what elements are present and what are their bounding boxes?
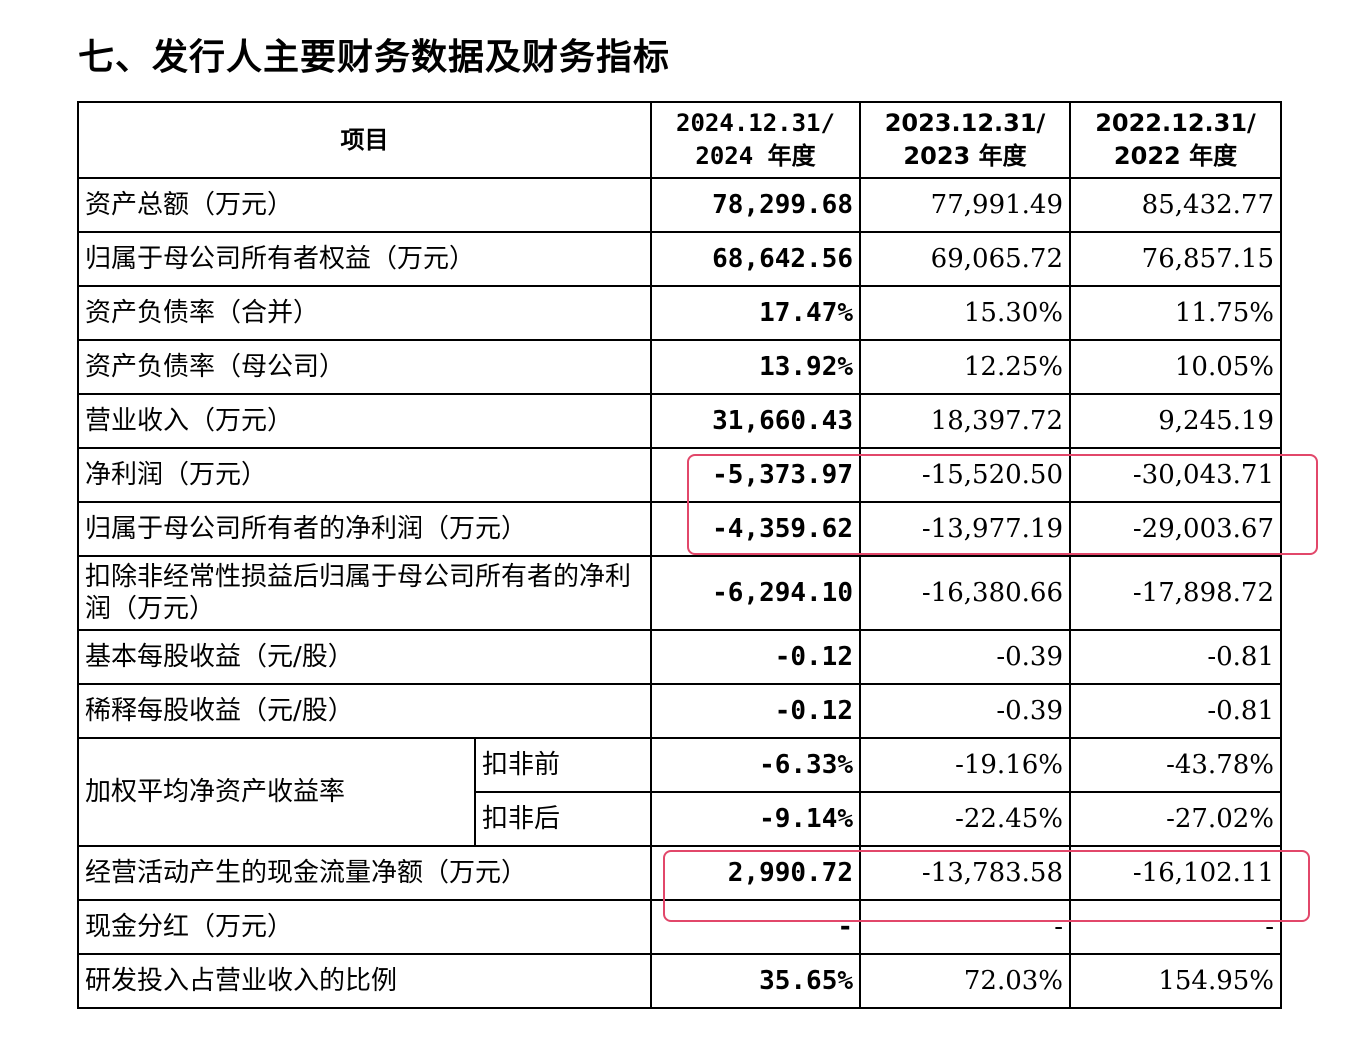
table-header-row: 项目 2024.12.31/ 2024 年度 2023.12.31/ 2023 … [77, 101, 1282, 179]
table-row: 归属于母公司所有者的净利润（万元） -4,359.62 -13,977.19 -… [77, 501, 1282, 557]
value-2022: 154.95% [1069, 953, 1282, 1009]
value-2024: 78,299.68 [650, 177, 861, 233]
value-2022: -43.78% [1069, 737, 1282, 793]
value-2024: -6.33% [650, 737, 861, 793]
roe-label: 加权平均净资产收益率 [77, 737, 476, 847]
table-row: 经营活动产生的现金流量净额（万元） 2,990.72 -13,783.58 -1… [77, 845, 1282, 901]
table-row: 资产总额（万元） 78,299.68 77,991.49 85,432.77 [77, 177, 1282, 233]
value-2022: 11.75% [1069, 285, 1282, 341]
row-label: 稀释每股收益（元/股） [77, 683, 652, 739]
value-2024: -0.12 [650, 683, 861, 739]
value-2023: -0.39 [859, 629, 1071, 685]
value-2024: 13.92% [650, 339, 861, 395]
value-2023: -0.39 [859, 683, 1071, 739]
table-row: 营业收入（万元） 31,660.43 18,397.72 9,245.19 [77, 393, 1282, 449]
table-row: 扣除非经常性损益后归属于母公司所有者的净利润（万元） -6,294.10 -16… [77, 555, 1282, 631]
row-label: 营业收入（万元） [77, 393, 652, 449]
value-2023: -15,520.50 [859, 447, 1071, 503]
value-2023: 12.25% [859, 339, 1071, 395]
header-2024-line1: 2024.12.31/ [676, 109, 835, 137]
row-label: 资产负债率（合并） [77, 285, 652, 341]
row-label: 归属于母公司所有者权益（万元） [77, 231, 652, 287]
value-2024: 35.65% [650, 953, 861, 1009]
value-2022: -30,043.71 [1069, 447, 1282, 503]
table-row-roe-after: 扣非后 -9.14% -22.45% -27.02% [78, 791, 1282, 847]
value-2022: 85,432.77 [1069, 177, 1282, 233]
header-2023: 2023.12.31/ 2023 年度 [859, 101, 1071, 179]
value-2024: 17.47% [650, 285, 861, 341]
row-label: 经营活动产生的现金流量净额（万元） [77, 845, 652, 901]
value-2022: 9,245.19 [1069, 393, 1282, 449]
row-label: 资产总额（万元） [77, 177, 652, 233]
value-2024: -6,294.10 [650, 555, 861, 631]
value-2024: -5,373.97 [650, 447, 861, 503]
financial-table: 项目 2024.12.31/ 2024 年度 2023.12.31/ 2023 … [77, 101, 1282, 1009]
value-2022: -0.81 [1069, 629, 1282, 685]
table-row: 资产负债率（合并） 17.47% 15.30% 11.75% [77, 285, 1282, 341]
value-2022: -27.02% [1069, 791, 1282, 847]
value-2022: -29,003.67 [1069, 501, 1282, 557]
value-2024: -4,359.62 [650, 501, 861, 557]
value-2022: 76,857.15 [1069, 231, 1282, 287]
value-2023: 72.03% [859, 953, 1071, 1009]
row-label: 资产负债率（母公司） [77, 339, 652, 395]
roe-sub-before: 扣非前 [474, 737, 652, 793]
row-label: 研发投入占营业收入的比例 [77, 953, 652, 1009]
value-2024: -0.12 [650, 629, 861, 685]
table-row: 基本每股收益（元/股） -0.12 -0.39 -0.81 [77, 629, 1282, 685]
value-2023: - [859, 899, 1071, 955]
value-2024: - [650, 899, 861, 955]
table-row-roe-before: 加权平均净资产收益率 扣非前 -6.33% -19.16% -43.78% [77, 737, 1282, 847]
value-2023: 15.30% [859, 285, 1071, 341]
value-2022: 10.05% [1069, 339, 1282, 395]
table-row: 资产负债率（母公司） 13.92% 12.25% 10.05% [77, 339, 1282, 395]
row-label: 扣除非经常性损益后归属于母公司所有者的净利润（万元） [77, 555, 652, 631]
value-2023: -16,380.66 [859, 555, 1071, 631]
table-row: 研发投入占营业收入的比例 35.65% 72.03% 154.95% [77, 953, 1282, 1009]
value-2023: -22.45% [859, 791, 1071, 847]
header-2022: 2022.12.31/ 2022 年度 [1069, 101, 1282, 179]
value-2024: 68,642.56 [650, 231, 861, 287]
header-2024-line2: 2024 年度 [695, 142, 816, 170]
value-2023: -19.16% [859, 737, 1071, 793]
table-row: 稀释每股收益（元/股） -0.12 -0.39 -0.81 [77, 683, 1282, 739]
value-2022: -17,898.72 [1069, 555, 1282, 631]
value-2023: -13,783.58 [859, 845, 1071, 901]
header-2022-line1: 2022.12.31/ [1095, 109, 1256, 137]
row-label: 基本每股收益（元/股） [77, 629, 652, 685]
value-2023: -13,977.19 [859, 501, 1071, 557]
table-row: 现金分红（万元） - - - [77, 899, 1282, 955]
value-2022: - [1069, 899, 1282, 955]
value-2023: 69,065.72 [859, 231, 1071, 287]
header-2023-line1: 2023.12.31/ [884, 109, 1046, 137]
value-2023: 18,397.72 [859, 393, 1071, 449]
header-item: 项目 [77, 101, 652, 179]
section-heading: 七、发行人主要财务数据及财务指标 [78, 37, 671, 78]
roe-sub-after: 扣非后 [474, 791, 652, 847]
row-label: 现金分红（万元） [77, 899, 652, 955]
value-2024: 2,990.72 [650, 845, 861, 901]
table-row: 归属于母公司所有者权益（万元） 68,642.56 69,065.72 76,8… [77, 231, 1282, 287]
header-2023-line2: 2023 年度 [903, 142, 1027, 170]
header-2022-line2: 2022 年度 [1113, 142, 1238, 170]
value-2022: -16,102.11 [1069, 845, 1282, 901]
value-2024: -9.14% [650, 791, 861, 847]
table-row: 净利润（万元） -5,373.97 -15,520.50 -30,043.71 [77, 447, 1282, 503]
value-2024: 31,660.43 [650, 393, 861, 449]
row-label: 归属于母公司所有者的净利润（万元） [77, 501, 652, 557]
row-label: 净利润（万元） [77, 447, 652, 503]
value-2022: -0.81 [1069, 683, 1282, 739]
value-2023: 77,991.49 [859, 177, 1071, 233]
header-2024: 2024.12.31/ 2024 年度 [650, 101, 861, 179]
